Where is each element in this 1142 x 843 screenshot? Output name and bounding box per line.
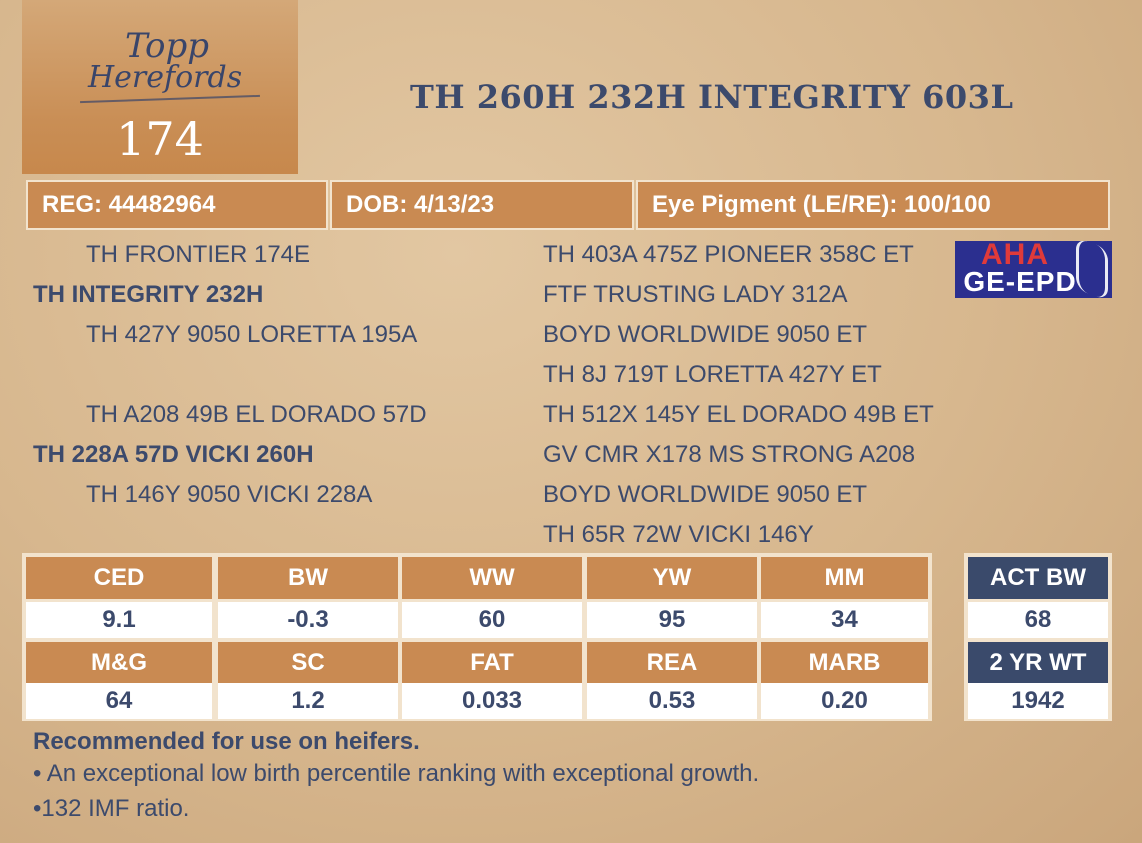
epd-value: 9.1	[26, 602, 212, 638]
epd-header: FAT	[402, 642, 582, 684]
pedigree-dam: TH 228A 57D VICKI 260H	[33, 441, 314, 468]
epd-value: 60	[402, 602, 582, 638]
epd-value: 1.2	[218, 683, 398, 719]
pedigree-dam-dam: TH 146Y 9050 VICKI 228A	[86, 481, 373, 508]
pedigree-sire: TH INTEGRITY 232H	[33, 281, 264, 308]
pedigree-gen3-item: GV CMR X178 MS STRONG A208	[543, 441, 916, 468]
epd-value: 0.20	[761, 683, 928, 719]
epd-header: SC	[218, 642, 398, 684]
epd-header: REA	[587, 642, 757, 684]
epd-header: MARB	[761, 642, 928, 684]
aha-logo-line2: GE-EPD	[963, 266, 1077, 297]
pedigree-gen3-item: TH 65R 72W VICKI 146Y	[543, 521, 814, 548]
pedigree-sire-sire: TH FRONTIER 174E	[86, 241, 311, 268]
pedigree-dam-sire: TH A208 49B EL DORADO 57D	[86, 401, 427, 428]
pedigree-gen3-item: FTF TRUSTING LADY 312A	[543, 281, 848, 308]
pedigree-gen3-item: BOYD WORLDWIDE 9050 ET	[543, 481, 868, 508]
epd-value: 95	[587, 602, 757, 638]
epd-header: YW	[587, 557, 757, 599]
lot-number: 174	[116, 112, 204, 166]
logo-text-line2: Herefords	[88, 60, 243, 95]
epd-header: M&G	[26, 642, 212, 684]
act-bw-value: 68	[968, 602, 1108, 638]
epd-value: 0.033	[402, 683, 582, 719]
topp-herefords-logo: Topp Herefords	[80, 26, 270, 106]
logo-text-line1: Topp	[125, 26, 210, 66]
epd-header: CED	[26, 557, 212, 599]
weights-table: ACT BW 68 2 YR WT 1942	[964, 553, 1112, 721]
epd-header: WW	[402, 557, 582, 599]
epd-value: 0.53	[587, 683, 757, 719]
aha-logo-line1: AHA	[981, 241, 1049, 271]
pedigree-gen3-item: BOYD WORLDWIDE 9050 ET	[543, 321, 868, 348]
animal-name: TH 260H 232H INTEGRITY 603L	[410, 78, 1014, 116]
epd-header: BW	[218, 557, 398, 599]
pedigree-gen3-item: TH 8J 719T LORETTA 427Y ET	[543, 361, 882, 388]
act-bw-label: ACT BW	[968, 557, 1108, 599]
pedigree-gen3-item: TH 403A 475Z PIONEER 358C ET	[543, 241, 914, 268]
date-of-birth: DOB: 4/13/23	[330, 180, 634, 230]
epd-value: 34	[761, 602, 928, 638]
note-bullet: •132 IMF ratio.	[33, 795, 190, 822]
epd-value: 64	[26, 683, 212, 719]
epd-value: -0.3	[218, 602, 398, 638]
epd-table: CED BW WW YW MM 9.1 -0.3 60 95 34 M&G SC…	[22, 553, 932, 721]
two-yr-wt-label: 2 YR WT	[968, 642, 1108, 684]
note-bullet: • An exceptional low birth percentile ra…	[33, 760, 760, 787]
logo-swoosh	[80, 94, 260, 104]
dna-helix-icon	[1076, 241, 1108, 298]
registration-number: REG: 44482964	[26, 180, 328, 230]
eye-pigment: Eye Pigment (LE/RE): 100/100	[636, 180, 1110, 230]
pedigree-sire-dam: TH 427Y 9050 LORETTA 195A	[86, 321, 418, 348]
pedigree-gen3-item: TH 512X 145Y EL DORADO 49B ET	[543, 401, 934, 428]
aha-ge-epd-logo: AHA GE-EPD	[955, 241, 1112, 298]
recommendation-headline: Recommended for use on heifers.	[33, 728, 420, 755]
ranch-logo-box: Topp Herefords	[22, 0, 298, 174]
epd-header: MM	[761, 557, 928, 599]
two-yr-wt-value: 1942	[968, 683, 1108, 719]
